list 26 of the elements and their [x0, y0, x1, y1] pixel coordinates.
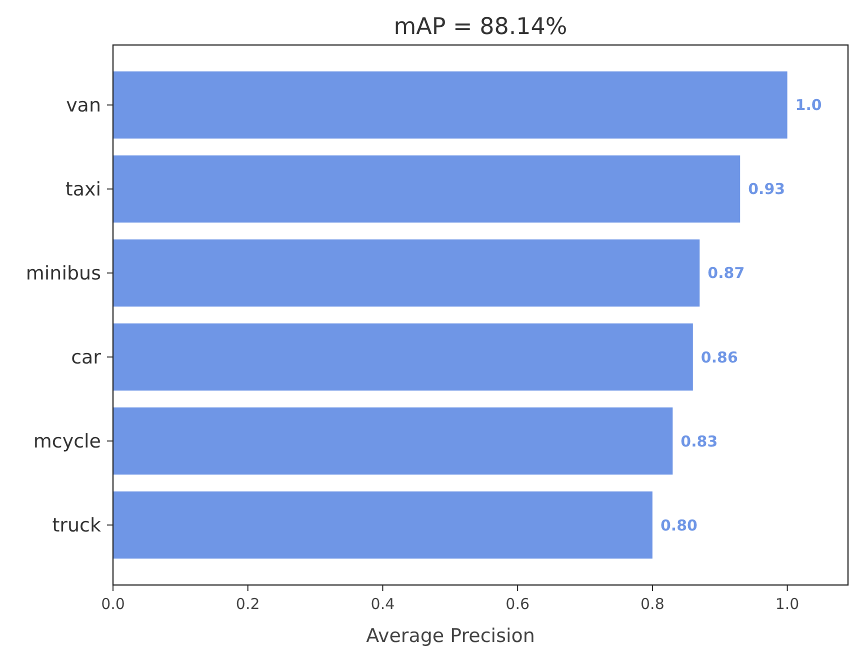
bar	[113, 71, 788, 139]
bar	[113, 155, 740, 223]
x-axis-title: Average Precision	[366, 625, 535, 647]
data-label: 1.0	[795, 96, 822, 114]
data-label: 0.83	[680, 432, 718, 450]
y-tick-label: taxi	[65, 178, 101, 201]
y-tick-label: van	[66, 94, 101, 117]
data-label: 0.87	[708, 264, 745, 282]
y-tick-label: mcycle	[33, 430, 101, 453]
y-tick-label: minibus	[26, 262, 101, 285]
bar	[113, 407, 673, 475]
x-tick-label: 0.6	[506, 595, 530, 613]
data-label: 0.93	[748, 180, 786, 198]
x-tick-label: 0.4	[370, 595, 395, 613]
x-tick-label: 0.0	[101, 595, 125, 613]
x-tick-label: 0.8	[640, 595, 664, 613]
y-tick-label: truck	[52, 514, 101, 537]
x-tick-label: 1.0	[775, 595, 800, 613]
bar	[113, 491, 652, 559]
y-tick-label: car	[71, 346, 102, 369]
bar	[113, 323, 693, 391]
data-label: 0.80	[660, 516, 698, 534]
bar	[113, 239, 700, 307]
chart-title: mAP = 88.14%	[394, 14, 568, 40]
data-label: 0.86	[700, 348, 738, 366]
x-tick-label: 0.2	[236, 595, 260, 613]
